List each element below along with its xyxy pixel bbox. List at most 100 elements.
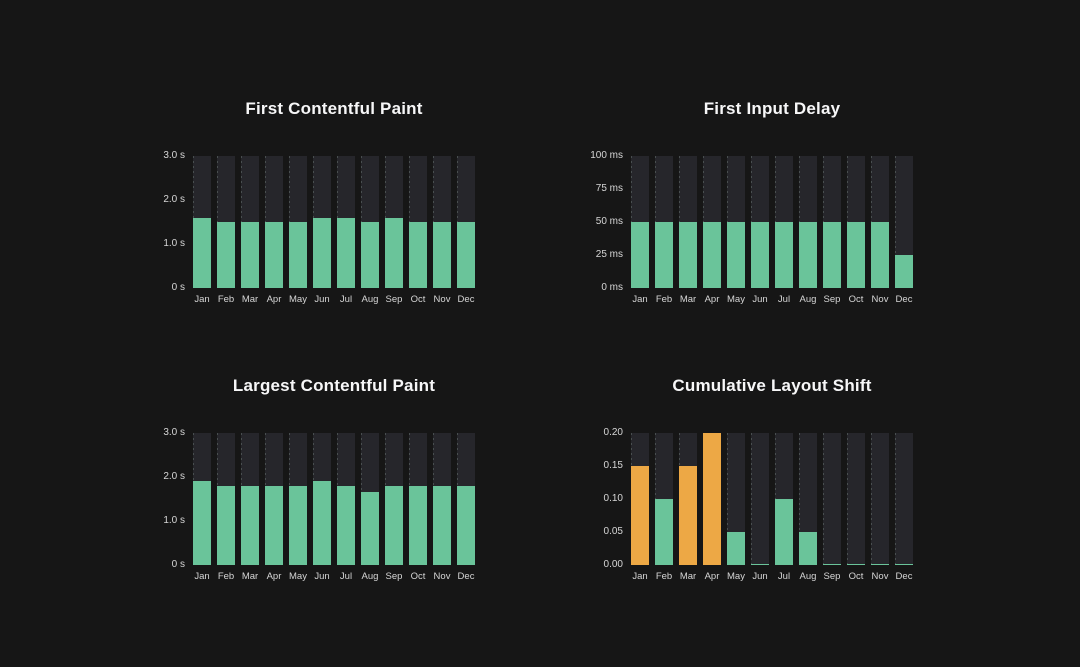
y-axis: 100 ms 75 ms 50 ms 25 ms 0 ms — [573, 150, 623, 293]
bar-track-jan — [631, 156, 649, 288]
x-tick-label: Nov — [433, 294, 451, 305]
bar-jan — [193, 217, 211, 288]
y-tick-label: 0.00 — [603, 559, 623, 570]
bar-sep — [385, 217, 403, 288]
bar-track-apr — [703, 433, 721, 565]
y-tick-label: 0.05 — [603, 526, 623, 537]
bar-track-aug — [361, 156, 379, 288]
bar-aug — [799, 222, 817, 288]
plot-area — [631, 156, 913, 288]
bar-sep — [823, 222, 841, 288]
bar-track-nov — [433, 156, 451, 288]
x-tick-label: Aug — [361, 571, 379, 582]
y-tick-label: 0.10 — [603, 493, 623, 504]
y-axis: 3.0 s 2.0 s 1.0 s 0 s — [135, 150, 185, 293]
bar-track-aug — [799, 156, 817, 288]
y-tick-label: 0 s — [171, 559, 185, 570]
plot-area — [193, 433, 475, 565]
bar-mar — [679, 466, 697, 565]
bar-oct — [409, 222, 427, 288]
bar-track-feb — [217, 433, 235, 565]
bar-track-jul — [775, 156, 793, 288]
bar-jun — [313, 217, 331, 288]
y-tick-label: 0.15 — [603, 460, 623, 471]
bar-track-feb — [217, 156, 235, 288]
bar-may — [289, 222, 307, 288]
bar-nov — [433, 485, 451, 565]
y-tick-label: 0.20 — [603, 427, 623, 438]
x-tick-label: Feb — [217, 571, 235, 582]
bar-jul — [337, 217, 355, 288]
bar-dec — [895, 563, 913, 565]
y-tick-label: 100 ms — [590, 150, 623, 161]
bar-track-oct — [409, 156, 427, 288]
bar-dec — [895, 255, 913, 288]
y-tick-label: 50 ms — [595, 216, 623, 227]
bar-track-mar — [679, 433, 697, 565]
bar-apr — [265, 222, 283, 288]
x-tick-label: Sep — [385, 571, 403, 582]
bar-track-feb — [655, 433, 673, 565]
y-tick-label: 25 ms — [595, 249, 623, 260]
x-tick-label: Mar — [241, 294, 259, 305]
x-tick-label: Nov — [433, 571, 451, 582]
x-axis: Jan Feb Mar Apr May Jun Jul Aug Sep Oct Nov Dec — [631, 571, 913, 583]
plot-area — [193, 156, 475, 288]
chart-title: First Contentful Paint — [245, 99, 423, 118]
bar-aug — [361, 492, 379, 565]
x-tick-label: Jun — [752, 294, 768, 305]
bar-jul — [337, 485, 355, 565]
bar-mar — [679, 222, 697, 288]
bar-track-may — [727, 433, 745, 565]
y-tick-label: 1.0 s — [163, 515, 185, 526]
bar-jul — [775, 499, 793, 565]
bar-track-jul — [775, 433, 793, 565]
bar-track-mar — [241, 433, 259, 565]
x-tick-label: Feb — [217, 294, 235, 305]
bar-sep — [823, 563, 841, 565]
bar-jan — [631, 466, 649, 565]
y-axis: 3.0 s 2.0 s 1.0 s 0 s — [135, 427, 185, 570]
y-tick-label: 75 ms — [595, 183, 623, 194]
x-tick-label: Sep — [823, 571, 841, 582]
x-tick-label: Mar — [679, 571, 697, 582]
bar-apr — [265, 485, 283, 565]
bar-oct — [847, 563, 865, 565]
bar-sep — [385, 485, 403, 565]
bar-track-jan — [193, 156, 211, 288]
y-tick-label: 1.0 s — [163, 238, 185, 249]
bar-track-sep — [385, 156, 403, 288]
bar-feb — [217, 222, 235, 288]
bar-feb — [655, 499, 673, 565]
x-tick-label: May — [727, 571, 745, 582]
bar-track-feb — [655, 156, 673, 288]
bar-apr — [703, 222, 721, 288]
plot-area — [631, 433, 913, 565]
x-tick-label: Jun — [314, 571, 330, 582]
x-tick-label: Oct — [410, 294, 426, 305]
bar-jan — [631, 222, 649, 288]
bar-jan — [193, 481, 211, 565]
x-tick-label: Aug — [361, 294, 379, 305]
x-tick-label: Oct — [848, 571, 864, 582]
y-tick-label: 0 s — [171, 282, 185, 293]
bar-track-jan — [193, 433, 211, 565]
x-tick-label: Jul — [339, 294, 353, 305]
x-tick-label: Nov — [871, 571, 889, 582]
bar-track-mar — [241, 156, 259, 288]
x-tick-label: Apr — [266, 294, 282, 305]
bar-nov — [871, 563, 889, 565]
bar-track-nov — [871, 156, 889, 288]
x-tick-label: Feb — [655, 294, 673, 305]
y-tick-label: 3.0 s — [163, 427, 185, 438]
x-tick-label: Aug — [799, 294, 817, 305]
x-tick-label: Jan — [194, 294, 210, 305]
bar-track-aug — [799, 433, 817, 565]
x-tick-label: Dec — [895, 571, 913, 582]
bar-track-nov — [871, 433, 889, 565]
bar-jul — [775, 222, 793, 288]
x-tick-label: Jan — [632, 571, 648, 582]
chart-largest-contentful-paint: Largest Contentful Paint 3.0 s 2.0 s 1.0 s… — [163, 376, 475, 582]
bar-oct — [847, 222, 865, 288]
x-tick-label: Sep — [823, 294, 841, 305]
